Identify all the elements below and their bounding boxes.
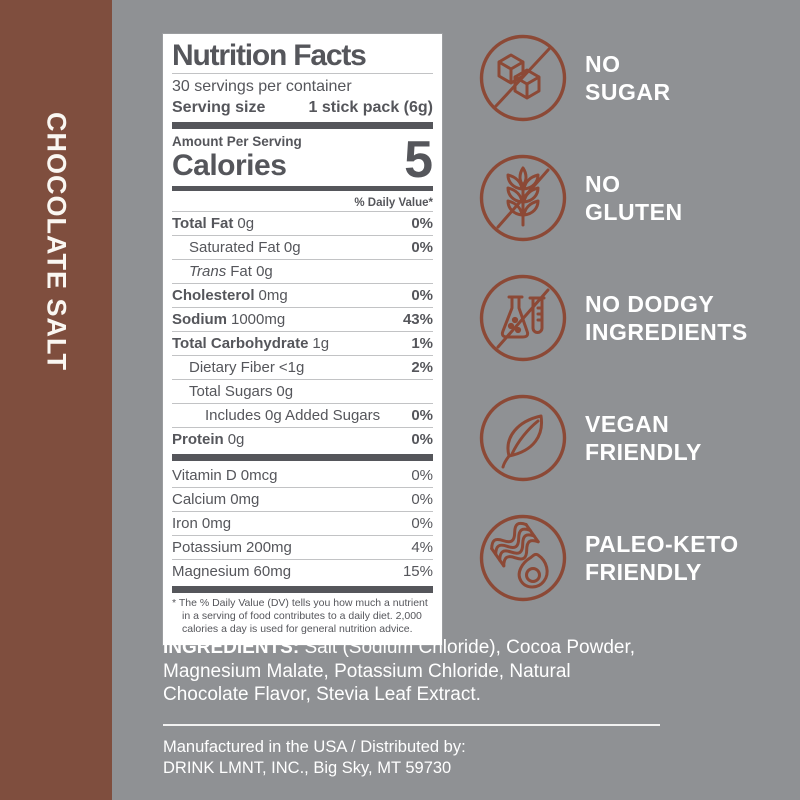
nutrient-name: Trans bbox=[189, 263, 227, 280]
serving-size-label: Serving size bbox=[172, 99, 266, 116]
thick-divider bbox=[172, 186, 433, 191]
calories-block: Amount Per Serving Calories 5 bbox=[172, 131, 433, 189]
badge-vegan-friendly: VEGAN FRIENDLY bbox=[478, 393, 790, 483]
nutrition-row-magnesium: Magnesium 60mg 15% bbox=[172, 560, 433, 583]
nutrient-dv: 0% bbox=[411, 215, 433, 232]
nutrient-amount: 1000mg bbox=[231, 311, 286, 328]
nutrient-dv: 0% bbox=[411, 239, 433, 256]
nutrient-name: Total Carbohydrate bbox=[172, 335, 309, 352]
serving-size-value: 1 stick pack (6g) bbox=[308, 99, 434, 116]
amount-per-serving-label: Amount Per Serving bbox=[172, 134, 302, 149]
nutrition-row-sodium: Sodium 1000mg 43% bbox=[172, 308, 433, 332]
nutrient-dv: 2% bbox=[411, 359, 433, 376]
servings-per-container: 30 servings per container bbox=[172, 78, 352, 95]
thick-divider bbox=[172, 586, 433, 593]
nutrient-amount: 0g bbox=[283, 239, 301, 256]
nutrient-amount: <1g bbox=[278, 359, 305, 376]
nutrient-dv: 0% bbox=[411, 407, 433, 424]
nutrient-name: Vitamin D bbox=[172, 467, 237, 484]
nutrient-name: Protein bbox=[172, 431, 224, 448]
vegan-icon bbox=[479, 394, 567, 482]
manufactured-line: Manufactured in the USA / Distributed by… bbox=[163, 738, 466, 756]
thick-divider bbox=[172, 122, 433, 129]
nutrient-name: Potassium bbox=[172, 539, 243, 556]
serving-size-row: Serving size 1 stick pack (6g) bbox=[172, 97, 433, 119]
nutrition-row-potassium: Potassium 200mg 4% bbox=[172, 536, 433, 560]
divider bbox=[172, 73, 433, 74]
calories-value: 5 bbox=[404, 131, 433, 189]
nutrient-dv: 15% bbox=[402, 563, 433, 580]
nutrient-dv: 1% bbox=[411, 335, 433, 352]
nutrition-row-total-carbohydrate: Total Carbohydrate 1g 1% bbox=[172, 332, 433, 356]
daily-value-footnote: * The % Daily Value (DV) tells you how m… bbox=[172, 597, 428, 635]
nutrient-amount: 0g bbox=[237, 215, 255, 232]
nutrition-row-total-fat: Total Fat 0g 0% bbox=[172, 212, 433, 236]
ingredients-heading: INGREDIENTS: bbox=[163, 637, 300, 658]
nutrient-amount: 0mg bbox=[201, 515, 232, 532]
no-gluten-icon bbox=[479, 154, 567, 242]
badge-label: NO SUGAR bbox=[585, 51, 671, 105]
nutrient-amount: 0mcg bbox=[240, 467, 278, 484]
badge-no-dodgy-ingredients: NO DODGY INGREDIENTS bbox=[478, 273, 790, 363]
badge-paleo-keto-friendly: PALEO-KETO FRIENDLY bbox=[478, 513, 790, 603]
flavor-name: CHOCOLATE SALT bbox=[41, 112, 72, 371]
nutrition-row-iron: Iron 0mg 0% bbox=[172, 512, 433, 536]
ingredients-block: INGREDIENTS: Salt (Sodium Chloride), Coc… bbox=[163, 636, 673, 707]
nutrition-facts-panel: Nutrition Facts 30 servings per containe… bbox=[162, 33, 443, 646]
nutrition-row-protein: Protein 0g 0% bbox=[172, 428, 433, 451]
no-sugar-icon bbox=[479, 34, 567, 122]
nutrient-dv: 0% bbox=[411, 431, 433, 448]
nutrition-row-vitamin-d: Vitamin D 0mcg 0% bbox=[172, 464, 433, 488]
thick-divider bbox=[172, 454, 433, 461]
nutrient-amount: 0g bbox=[276, 383, 294, 400]
nutrient-amount: Fat 0g bbox=[230, 263, 273, 280]
nutrition-row-cholesterol: Cholesterol 0mg 0% bbox=[172, 284, 433, 308]
nutrient-name: Total Fat bbox=[172, 215, 234, 232]
nutrient-dv: 43% bbox=[402, 311, 433, 328]
badge-label: PALEO-KETO FRIENDLY bbox=[585, 531, 739, 585]
footer-divider bbox=[163, 724, 660, 726]
distributor-line: DRINK LMNT, INC., Big Sky, MT 59730 bbox=[163, 759, 452, 777]
paleo-keto-icon bbox=[479, 514, 567, 602]
badge-label: VEGAN FRIENDLY bbox=[585, 411, 702, 465]
nutrition-row-trans-fat: Trans Fat 0g bbox=[172, 260, 433, 284]
badge-no-gluten: NO GLUTEN bbox=[478, 153, 790, 243]
nutrient-dv: 0% bbox=[411, 467, 433, 484]
nutrition-row-calcium: Calcium 0mg 0% bbox=[172, 488, 433, 512]
nutrient-amount: 200mg bbox=[246, 539, 292, 556]
no-dodgy-ingredients-icon bbox=[479, 274, 567, 362]
nutrient-dv: 0% bbox=[411, 287, 433, 304]
nutrient-name: Sodium bbox=[172, 311, 227, 328]
daily-value-header: % Daily Value* bbox=[172, 194, 433, 212]
nutrient-dv: 0% bbox=[411, 515, 433, 532]
badge-label: NO DODGY INGREDIENTS bbox=[585, 291, 748, 345]
ingredients-text: Salt (Sodium Chloride), Cocoa Powder, Ma… bbox=[163, 637, 636, 705]
nutrient-name: Calcium bbox=[172, 491, 227, 508]
nutrient-amount: 60mg bbox=[253, 563, 292, 580]
nutrition-row-added-sugars: Includes 0g Added Sugars 0% bbox=[172, 404, 433, 428]
nutrient-dv: 0% bbox=[411, 491, 433, 508]
manufacturer-footer: Manufactured in the USA / Distributed by… bbox=[163, 737, 673, 779]
calories-label: Calories bbox=[172, 149, 287, 182]
nutrient-name: Dietary Fiber bbox=[189, 359, 275, 376]
nutrition-row-dietary-fiber: Dietary Fiber <1g 2% bbox=[172, 356, 433, 380]
badge-no-sugar: NO SUGAR bbox=[478, 33, 790, 123]
badge-label: NO GLUTEN bbox=[585, 171, 683, 225]
flavor-band: CHOCOLATE SALT bbox=[0, 0, 112, 800]
nutrient-amount: 1g bbox=[312, 335, 330, 352]
nutrient-name: Magnesium bbox=[172, 563, 250, 580]
nutrition-facts-title: Nutrition Facts bbox=[172, 39, 367, 72]
nutrient-amount: 0g bbox=[227, 431, 245, 448]
nutrient-name: Iron bbox=[172, 515, 198, 532]
nutrient-name: Saturated Fat bbox=[189, 239, 280, 256]
nutrient-amount: 0mg bbox=[230, 491, 260, 508]
nutrition-row-saturated-fat: Saturated Fat 0g 0% bbox=[172, 236, 433, 260]
nutrient-name: Cholesterol bbox=[172, 287, 255, 304]
nutrition-row-total-sugars: Total Sugars 0g bbox=[172, 380, 433, 404]
nutrient-name: Total Sugars bbox=[189, 383, 273, 400]
nutrient-amount: 0mg bbox=[258, 287, 288, 304]
nutrient-dv: 4% bbox=[411, 539, 433, 556]
nutrient-name: Includes 0g Added Sugars bbox=[205, 407, 381, 424]
feature-badges: NO SUGAR NO GLUTEN NO DODGY INGR bbox=[478, 33, 790, 633]
